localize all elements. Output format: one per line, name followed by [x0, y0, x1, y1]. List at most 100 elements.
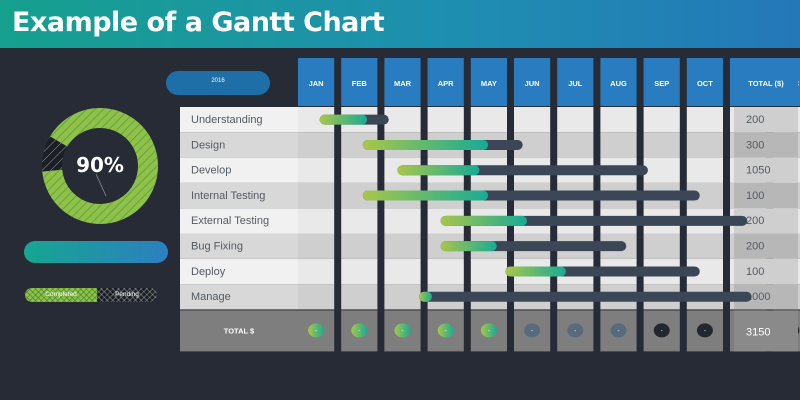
- task-total-cell: [734, 258, 798, 285]
- task-label-cell: [180, 233, 298, 259]
- task-total-value: 100: [746, 190, 764, 202]
- task-label-cell: [180, 182, 298, 209]
- task-total-cell: [734, 107, 798, 133]
- year-pill: 2016: [166, 71, 270, 95]
- month-header-cell: [384, 58, 421, 106]
- month-status-dot: [308, 323, 325, 338]
- task-month-cell: [384, 208, 421, 234]
- task-month-cell: [643, 233, 680, 259]
- task-month-cell: [341, 233, 378, 259]
- page-title: Example of a Gantt Chart: [12, 7, 385, 38]
- task-name: Deploy: [191, 266, 226, 278]
- task-month-cell: [686, 233, 723, 259]
- task-month-cell: [686, 132, 723, 158]
- task-month-cell: [686, 157, 723, 183]
- month-status-dot: [610, 323, 627, 338]
- task-total-cell: [734, 233, 798, 259]
- task-progress-bar: [362, 190, 489, 201]
- task-name: Internal Testing: [191, 190, 265, 202]
- task-name: Understanding: [191, 114, 263, 126]
- donut-completed-slice: [42, 108, 159, 225]
- month-status-label: -: [531, 328, 533, 334]
- task-month-cell: [298, 208, 335, 234]
- task-month-cell: [298, 182, 335, 209]
- task-month-cell: [384, 284, 421, 310]
- total-row-label-cell: [180, 310, 298, 352]
- task-progress-bar: [362, 139, 489, 150]
- month-status-dot: [480, 323, 497, 338]
- task-label-cell: [180, 107, 298, 133]
- task-month-cell: [427, 107, 464, 133]
- task-name: Bug Fixing: [191, 241, 243, 253]
- month-header-label: JUN: [525, 79, 540, 88]
- month-header-cell: [557, 58, 594, 106]
- month-status-label: -: [661, 328, 663, 334]
- task-month-cell: [384, 107, 421, 133]
- month-status-label: -: [704, 328, 706, 334]
- month-status-dot: [394, 323, 411, 338]
- task-month-cell: [341, 284, 378, 310]
- task-label-cell: [180, 208, 298, 234]
- month-status-dot: [653, 323, 670, 338]
- month-header-label: AUG: [610, 79, 627, 88]
- task-month-cell: [298, 157, 335, 183]
- task-month-cell: [686, 107, 723, 133]
- month-status-label: -: [358, 328, 360, 334]
- task-total-cell: [734, 132, 798, 158]
- task-month-cell: [643, 157, 680, 183]
- month-header-cell: [643, 58, 680, 106]
- donut-pointer: [95, 173, 107, 197]
- month-header-label: JAN: [309, 79, 324, 88]
- task-label-cell: [180, 258, 298, 285]
- legend-completed: Completed: [25, 288, 97, 302]
- month-header-cell: [298, 58, 335, 106]
- task-total-cell: [734, 182, 798, 209]
- task-bar: [418, 291, 752, 302]
- month-status-dot: [437, 323, 454, 338]
- task-month-cell: [557, 107, 594, 133]
- task-progress-bar: [440, 241, 497, 252]
- month-header-label: SEP: [654, 79, 669, 88]
- task-month-cell: [384, 258, 421, 285]
- month-header-label: MAR: [394, 79, 412, 88]
- grand-total-value: 3150: [746, 326, 770, 338]
- month-status-label: -: [445, 328, 447, 334]
- total-row-label: TOTAL $: [224, 326, 255, 335]
- task-month-cell: [341, 258, 378, 285]
- task-month-cell: [298, 132, 335, 158]
- total-header-label: TOTAL ($): [748, 79, 784, 88]
- task-name: Design: [191, 139, 225, 151]
- task-total-value: 300: [746, 139, 764, 151]
- month-header-cell: [341, 58, 378, 106]
- month-status-label: -: [618, 328, 620, 334]
- task-progress-bar: [440, 215, 527, 226]
- month-header-label: FEB: [352, 79, 368, 88]
- month-status-label: -: [315, 328, 317, 334]
- task-month-cell: [298, 284, 335, 310]
- task-month-cell: [643, 107, 680, 133]
- task-month-cell: [470, 258, 507, 285]
- task-month-cell: [298, 258, 335, 285]
- month-header-cell: [470, 58, 507, 106]
- month-status-label: -: [574, 328, 576, 334]
- task-name: Develop: [191, 165, 231, 177]
- task-label-cell: [180, 284, 298, 310]
- task-month-cell: [600, 132, 637, 158]
- task-month-cell: [600, 107, 637, 133]
- task-month-cell: [514, 107, 551, 133]
- legend-pending: Pending: [97, 288, 157, 302]
- task-progress-bar: [397, 165, 480, 176]
- month-header-cell: [514, 58, 551, 106]
- total-header-cell: [734, 58, 798, 106]
- task-progress-bar: [418, 291, 432, 302]
- task-name: Manage: [191, 291, 231, 303]
- donut-percent-label: 90%: [76, 153, 124, 177]
- task-label-cell: [180, 157, 298, 183]
- task-month-cell: [427, 258, 464, 285]
- task-month-cell: [384, 233, 421, 259]
- title-bar: Example of a Gantt Chart: [0, 0, 800, 48]
- task-total-value: 100: [746, 266, 764, 278]
- task-progress-bar: [505, 266, 566, 277]
